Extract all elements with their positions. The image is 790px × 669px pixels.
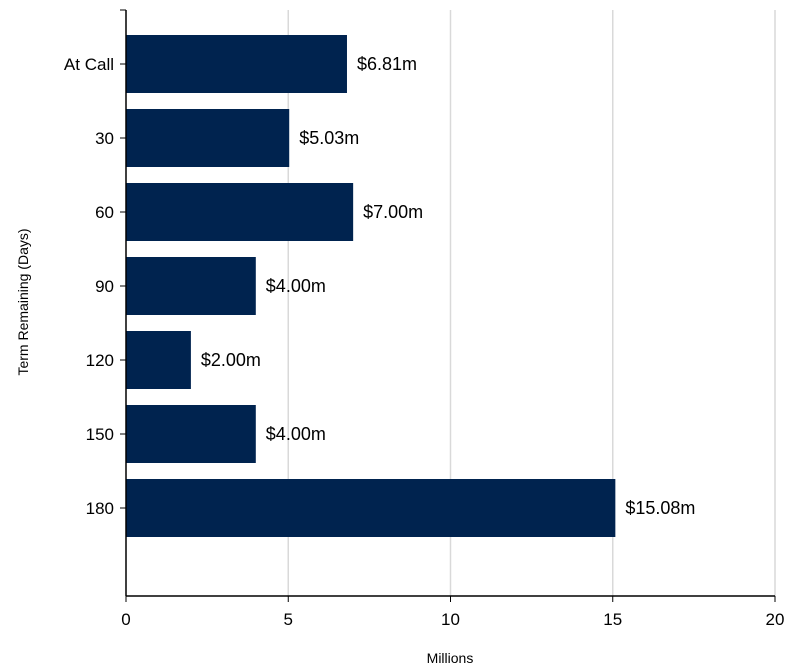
x-tick-label: 10 [441,610,460,629]
bar-90 [126,257,256,315]
category-label: 180 [86,499,114,518]
y-axis-title: Term Remaining (Days) [15,228,31,375]
bar-60 [126,183,354,241]
data-label: $2.00m [201,350,261,370]
x-tick-label: 5 [284,610,293,629]
data-label: $4.00m [266,276,326,296]
data-label: $5.03m [299,128,359,148]
bars [126,35,616,537]
bar-150 [126,405,256,463]
bar-120 [126,331,191,389]
category-label: 120 [86,351,114,370]
data-label: $15.08m [625,498,695,518]
category-label: 30 [95,129,114,148]
data-label: $6.81m [357,54,417,74]
bar-180 [126,479,616,537]
bar-at-call [126,35,347,93]
x-tick-label: 15 [603,610,622,629]
category-label: 90 [95,277,114,296]
axes [120,9,776,602]
category-label: 150 [86,425,114,444]
data-label: $7.00m [363,202,423,222]
data-label: $4.00m [266,424,326,444]
x-tick-label: 0 [121,610,130,629]
category-label: 60 [95,203,114,222]
bar-30 [126,109,290,167]
x-axis-title: Millions [427,650,474,666]
category-label: At Call [64,55,114,74]
labels: 0 5 10 15 20 At Call $6.81m 30 $5.03m 60 $7.00m 90 $… [64,54,785,629]
x-tick-label: 20 [766,610,785,629]
